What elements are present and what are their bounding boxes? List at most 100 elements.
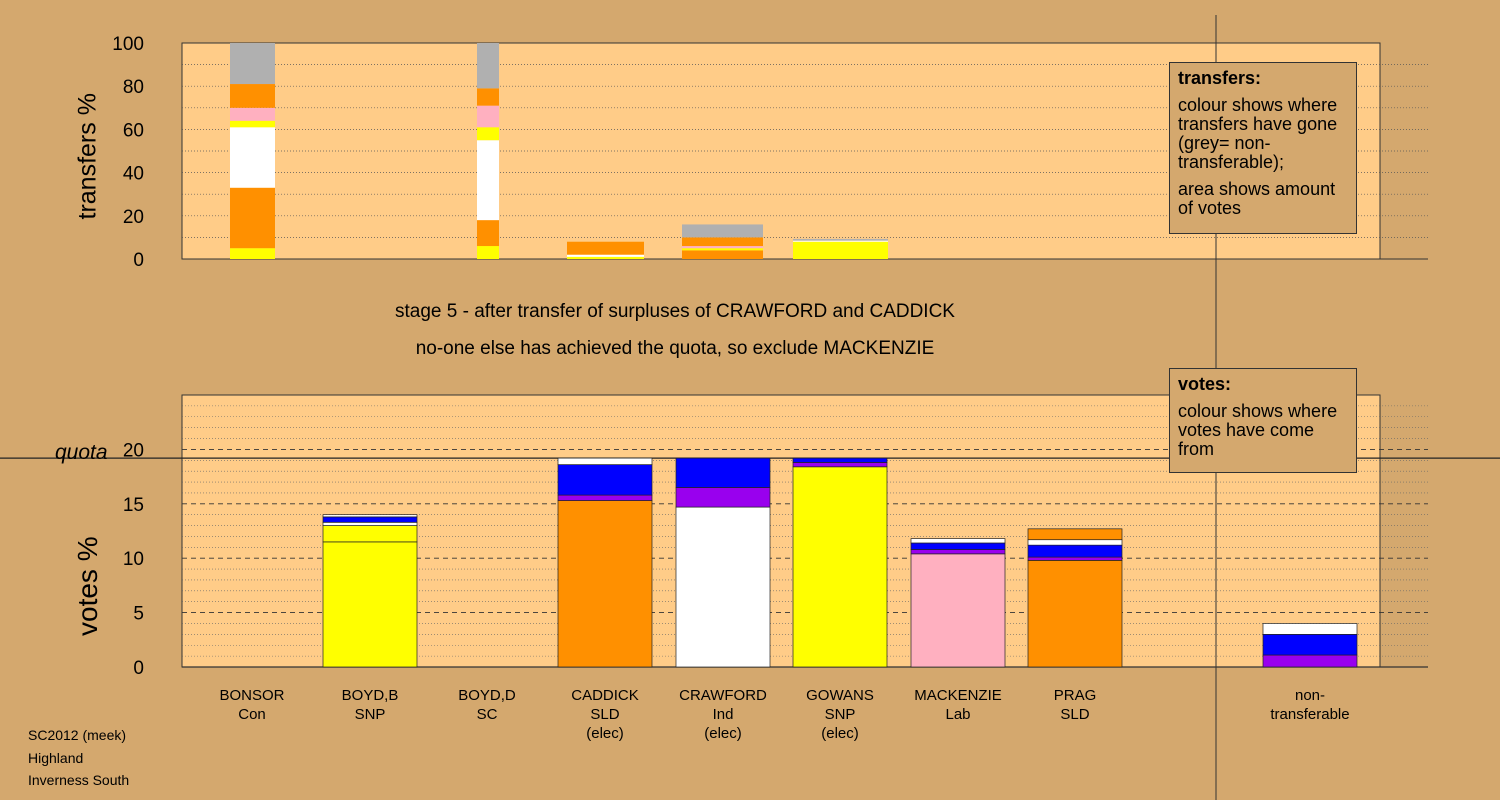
candidate-label: BOYD,D SC bbox=[427, 686, 547, 724]
transfer-segment bbox=[567, 241, 644, 255]
transfer-segment bbox=[682, 237, 763, 247]
vote-segment bbox=[1027, 560, 1123, 668]
quota-label: quota bbox=[55, 441, 108, 464]
votes-legend-title: votes: bbox=[1178, 374, 1232, 394]
transfer-segment bbox=[793, 238, 888, 241]
transfers-legend-text: colour shows where transfers have gone (… bbox=[1178, 95, 1338, 172]
candidate-label: MACKENZIE Lab bbox=[898, 686, 1018, 724]
vote-segment bbox=[1262, 634, 1358, 656]
votes-legend-text: colour shows where votes have come from bbox=[1178, 401, 1338, 459]
votes-axis-title: votes % bbox=[72, 536, 103, 636]
candidate-label: PRAG SLD bbox=[1015, 686, 1135, 724]
transfers-legend-text-2: area shows amount of votes bbox=[1178, 179, 1336, 218]
candidate-name: CRAWFORD bbox=[679, 687, 767, 704]
transfer-segment bbox=[477, 105, 499, 128]
candidate-status: (elec) bbox=[704, 725, 742, 742]
vote-segment bbox=[675, 487, 771, 508]
vote-segment bbox=[792, 466, 888, 668]
transfers-tick-label: 100 bbox=[112, 34, 144, 55]
transfer-segment bbox=[477, 127, 499, 141]
transfer-segment bbox=[230, 107, 275, 121]
nontransferable-label-line1: non- bbox=[1294, 687, 1326, 704]
candidate-name: BONSOR bbox=[219, 687, 285, 704]
vote-segment bbox=[1027, 528, 1123, 541]
candidate-party: SNP bbox=[824, 706, 856, 723]
footer-council: Highland bbox=[28, 750, 84, 766]
vote-segment bbox=[557, 494, 653, 501]
vote-segment bbox=[557, 457, 653, 465]
vote-segment bbox=[322, 521, 418, 526]
transfer-segment bbox=[230, 127, 275, 188]
transfers-tick-label: 20 bbox=[123, 207, 144, 228]
votes-tick-label: 20 bbox=[123, 440, 144, 461]
candidate-party: SLD bbox=[1060, 706, 1090, 723]
vote-segment bbox=[1027, 539, 1123, 546]
transfer-segment bbox=[682, 248, 763, 251]
candidate-party: Lab bbox=[945, 706, 971, 723]
vote-segment bbox=[910, 542, 1006, 550]
vote-segment bbox=[910, 549, 1006, 555]
transfer-segment bbox=[230, 187, 275, 249]
vote-segment bbox=[1262, 654, 1358, 668]
transfers-tick-label: 80 bbox=[123, 77, 144, 98]
transfers-axis-title: transfers % bbox=[73, 93, 102, 220]
candidate-party: SLD bbox=[590, 706, 620, 723]
transfer-segment bbox=[477, 140, 499, 221]
transfer-segment bbox=[230, 43, 275, 85]
candidate-party: Con bbox=[238, 706, 266, 723]
vote-segment bbox=[910, 553, 1006, 668]
transfer-segment bbox=[230, 248, 275, 259]
votes-tick-label: 0 bbox=[133, 658, 144, 679]
transfer-segment bbox=[230, 84, 275, 108]
transfers-tick-label: 60 bbox=[123, 120, 144, 141]
transfer-segment bbox=[230, 120, 275, 128]
votes-tick-label: 5 bbox=[133, 604, 144, 625]
transfer-segment bbox=[477, 88, 499, 106]
vote-segment bbox=[557, 464, 653, 496]
vote-segment bbox=[322, 516, 418, 523]
footer-ward: Inverness South bbox=[28, 772, 130, 788]
transfer-segment bbox=[682, 224, 763, 238]
votes-tick-label: 10 bbox=[123, 549, 144, 570]
transfers-legend-title: transfers: bbox=[1178, 68, 1262, 88]
vote-segment bbox=[675, 457, 771, 488]
vote-segment bbox=[792, 462, 888, 468]
candidate-status: (elec) bbox=[821, 725, 859, 742]
vote-segment bbox=[1262, 623, 1358, 635]
vote-segment bbox=[1027, 544, 1123, 558]
candidate-name: MACKENZIE bbox=[914, 687, 1002, 704]
candidate-name: BOYD,B bbox=[341, 687, 399, 704]
candidate-label: BONSOR Con bbox=[192, 686, 312, 724]
vote-segment bbox=[1027, 556, 1123, 561]
transfers-legend: transfers: colour shows where transfers … bbox=[1169, 62, 1357, 234]
nontransferable-label-line2: transferable bbox=[1270, 706, 1350, 723]
vote-segment bbox=[792, 457, 888, 463]
transfers-tick-label: 0 bbox=[133, 250, 144, 271]
transfer-segment bbox=[793, 241, 888, 259]
transfer-segment bbox=[477, 220, 499, 247]
candidate-label: CADDICK SLD (elec) bbox=[545, 686, 665, 743]
vote-segment bbox=[322, 514, 418, 518]
transfer-segment bbox=[682, 246, 763, 249]
transfers-tick-label: 40 bbox=[123, 164, 144, 185]
footer-election: SC2012 (meek) bbox=[28, 727, 127, 743]
candidate-label: CRAWFORD Ind (elec) bbox=[663, 686, 783, 743]
vote-segment bbox=[322, 525, 418, 543]
candidate-status: (elec) bbox=[586, 725, 624, 742]
votes-legend: votes: colour shows where votes have com… bbox=[1169, 368, 1357, 473]
candidate-party: Ind bbox=[712, 706, 734, 723]
transfer-segment bbox=[793, 240, 888, 242]
candidate-label: GOWANS SNP (elec) bbox=[780, 686, 900, 743]
candidate-label: BOYD,B SNP bbox=[310, 686, 430, 724]
nontransferable-label: non- transferable bbox=[1250, 686, 1370, 724]
transfer-segment bbox=[682, 250, 763, 259]
transfer-segment bbox=[567, 256, 644, 259]
candidate-party: SC bbox=[476, 706, 498, 723]
votes-tick-label: 15 bbox=[123, 495, 144, 516]
vote-segment bbox=[910, 538, 1006, 544]
stage-title: stage 5 - after transfer of surpluses of… bbox=[395, 301, 955, 322]
candidate-name: PRAG bbox=[1053, 687, 1097, 704]
candidate-party: SNP bbox=[354, 706, 386, 723]
vote-segment bbox=[557, 500, 653, 668]
vote-segment bbox=[675, 506, 771, 668]
